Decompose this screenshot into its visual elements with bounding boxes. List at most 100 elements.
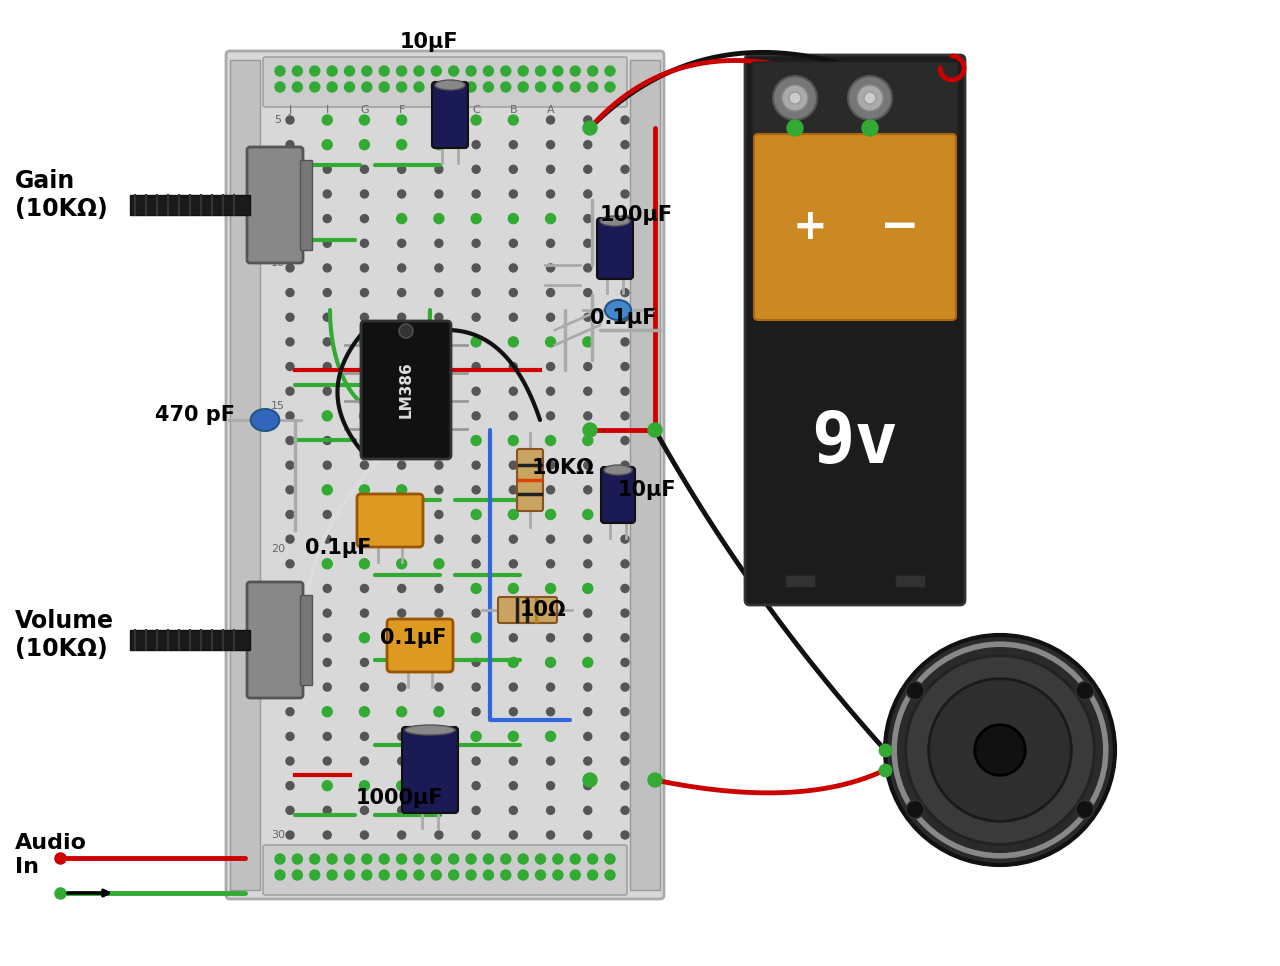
Circle shape [535,870,545,880]
Circle shape [361,535,369,543]
Circle shape [547,831,554,839]
Circle shape [571,854,580,864]
Circle shape [472,732,480,740]
Circle shape [472,781,480,789]
Circle shape [435,190,443,198]
Circle shape [509,165,517,173]
Text: 10μF: 10μF [618,480,677,500]
Circle shape [434,411,444,421]
Circle shape [621,683,628,691]
Circle shape [1075,801,1094,818]
Circle shape [472,240,480,247]
Circle shape [472,338,480,346]
Circle shape [605,66,614,76]
Circle shape [621,510,628,519]
Circle shape [324,240,332,247]
Circle shape [398,338,406,346]
Circle shape [472,289,480,297]
Text: G: G [360,105,369,115]
Circle shape [285,757,294,765]
Circle shape [466,66,476,76]
Circle shape [324,264,332,272]
Circle shape [509,264,517,272]
Circle shape [398,708,406,716]
Circle shape [584,535,591,543]
Circle shape [361,313,369,322]
Circle shape [361,116,369,124]
Circle shape [399,324,413,338]
Circle shape [582,773,596,787]
Circle shape [275,870,285,880]
Circle shape [508,436,518,445]
Circle shape [285,559,294,568]
Circle shape [471,633,481,642]
Circle shape [553,854,563,864]
Circle shape [547,683,554,691]
Circle shape [584,781,591,789]
Circle shape [471,731,481,741]
Circle shape [582,658,593,668]
Circle shape [509,437,517,444]
Ellipse shape [251,409,279,431]
Circle shape [310,870,320,880]
Ellipse shape [404,725,454,735]
Circle shape [584,264,591,272]
Circle shape [788,92,801,104]
FancyBboxPatch shape [498,597,557,623]
Circle shape [398,461,406,469]
Circle shape [324,584,332,592]
Circle shape [509,190,517,198]
Circle shape [285,240,294,247]
Circle shape [547,634,554,641]
Text: 1000μF: 1000μF [356,788,444,808]
Circle shape [509,683,517,691]
Circle shape [324,510,332,519]
Circle shape [285,190,294,198]
Circle shape [858,85,883,111]
Circle shape [435,461,443,469]
Text: C: C [472,105,480,115]
Circle shape [508,731,518,741]
Circle shape [509,831,517,839]
Circle shape [621,757,628,765]
Circle shape [324,683,332,691]
Circle shape [621,387,628,395]
Circle shape [472,461,480,469]
Circle shape [324,535,332,543]
Circle shape [431,870,442,880]
Circle shape [547,732,554,740]
Circle shape [324,659,332,667]
Text: +: + [792,206,827,248]
Circle shape [328,870,337,880]
Circle shape [435,708,443,716]
Circle shape [292,870,302,880]
Circle shape [535,66,545,76]
Circle shape [435,584,443,592]
Circle shape [398,387,406,395]
Circle shape [361,831,369,839]
Circle shape [379,854,389,864]
Circle shape [361,412,369,420]
Circle shape [434,558,444,569]
FancyBboxPatch shape [247,582,303,698]
Circle shape [398,412,406,420]
Circle shape [545,583,556,593]
Circle shape [413,66,424,76]
Circle shape [397,66,407,76]
Circle shape [285,807,294,814]
Circle shape [929,679,1071,821]
Circle shape [547,510,554,519]
Ellipse shape [435,80,465,90]
Circle shape [398,190,406,198]
Circle shape [472,116,480,124]
Circle shape [571,82,580,92]
Circle shape [398,781,406,789]
Circle shape [508,509,518,520]
Circle shape [435,313,443,322]
Circle shape [324,313,332,322]
Circle shape [398,264,406,272]
Circle shape [323,140,333,150]
Circle shape [884,635,1115,865]
Circle shape [547,338,554,346]
Circle shape [435,264,443,272]
